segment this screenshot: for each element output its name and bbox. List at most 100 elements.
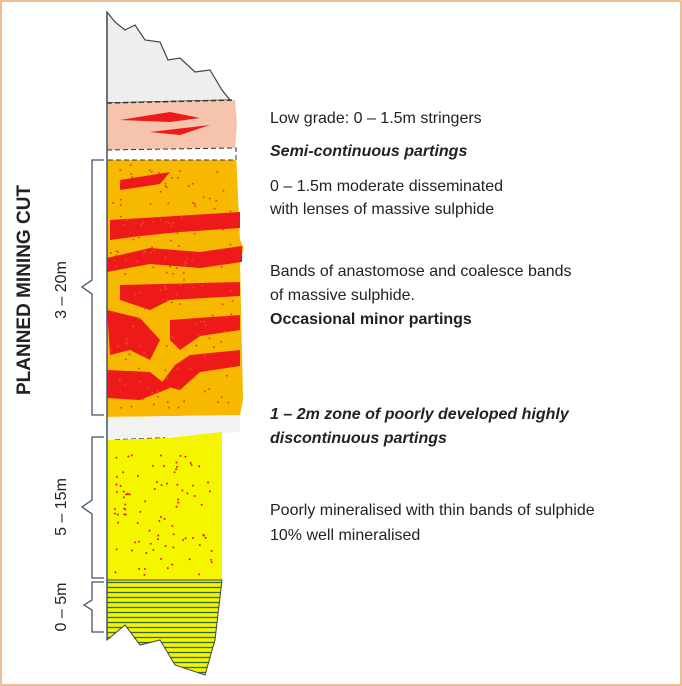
dot [164,285,167,288]
dot [115,250,118,253]
dot [136,260,139,263]
dot [157,534,160,537]
dot [171,563,174,566]
dot [182,272,185,275]
dot [119,484,122,487]
dot [198,573,201,576]
dot [131,549,134,552]
dot [151,391,154,394]
dot [112,201,115,204]
dot [137,367,140,370]
dot [152,548,155,551]
dot [110,349,113,352]
dot [122,496,125,499]
dot [132,325,135,328]
dot [178,169,181,172]
dot [149,251,152,254]
dot [119,390,122,393]
dot [164,256,167,259]
dot [125,493,128,496]
dot [211,314,214,317]
dot [115,456,118,459]
column [106,10,244,676]
dot [127,455,130,458]
dot [114,508,117,511]
dot [128,493,131,496]
dot [123,513,126,516]
description: Bands of anastomose and coalesce bands [270,263,572,280]
dot [173,471,176,474]
dot [115,483,118,486]
dot [124,503,127,506]
dot [192,537,195,540]
dots [109,164,234,576]
dot [170,301,173,304]
dot [179,283,182,286]
dot [119,203,122,206]
dot [171,221,174,224]
dot [191,182,194,185]
dot [204,323,207,326]
dot [149,203,152,206]
dot [164,369,167,372]
dot [184,537,187,540]
description: 0 – 1.5m moderate disseminated [270,178,503,195]
dot [213,346,216,349]
dot [116,513,119,516]
dot [229,290,232,293]
dot [222,189,225,192]
dot [159,454,162,457]
dot [115,548,118,551]
dot [200,503,203,506]
dot [130,454,133,457]
dot [186,492,189,495]
dot [124,272,127,275]
dot [124,259,127,262]
dot [115,265,118,268]
sulphide-bands [107,112,242,400]
dot [153,249,156,252]
dot [177,176,180,179]
dot [193,494,196,497]
dot [142,252,145,255]
low-grade-zone [107,432,222,580]
description: with lenses of massive sulphide [269,201,494,218]
dot [171,176,174,179]
dot [137,317,140,320]
dot [188,558,191,561]
dot [166,299,169,302]
dot [220,265,223,268]
dot [179,302,182,305]
contact [106,99,236,104]
dot [143,307,146,310]
dot [114,571,117,574]
dot [124,358,127,361]
dot [177,501,180,504]
dot [116,345,119,348]
thickness-label: 0 – 5m [53,583,70,632]
thickness-label: 5 – 15m [53,478,70,536]
dot [227,401,230,404]
dot [138,567,141,570]
dot [131,176,134,179]
dot [225,374,228,377]
dot [139,380,142,383]
dot [124,384,127,387]
dot [183,264,186,267]
dot [152,403,155,406]
dot [153,488,156,491]
dot [123,223,126,226]
dot [132,238,135,241]
description: Poorly mineralised with thin bands of su… [270,502,595,519]
dot [199,320,202,323]
dot [164,545,167,548]
dot [115,254,118,257]
dot [156,389,159,392]
dot [165,345,168,348]
dot [158,171,161,174]
dot [119,169,122,172]
thickness-label: 3 – 20m [53,261,70,319]
dot [175,461,178,464]
dot [119,180,122,183]
